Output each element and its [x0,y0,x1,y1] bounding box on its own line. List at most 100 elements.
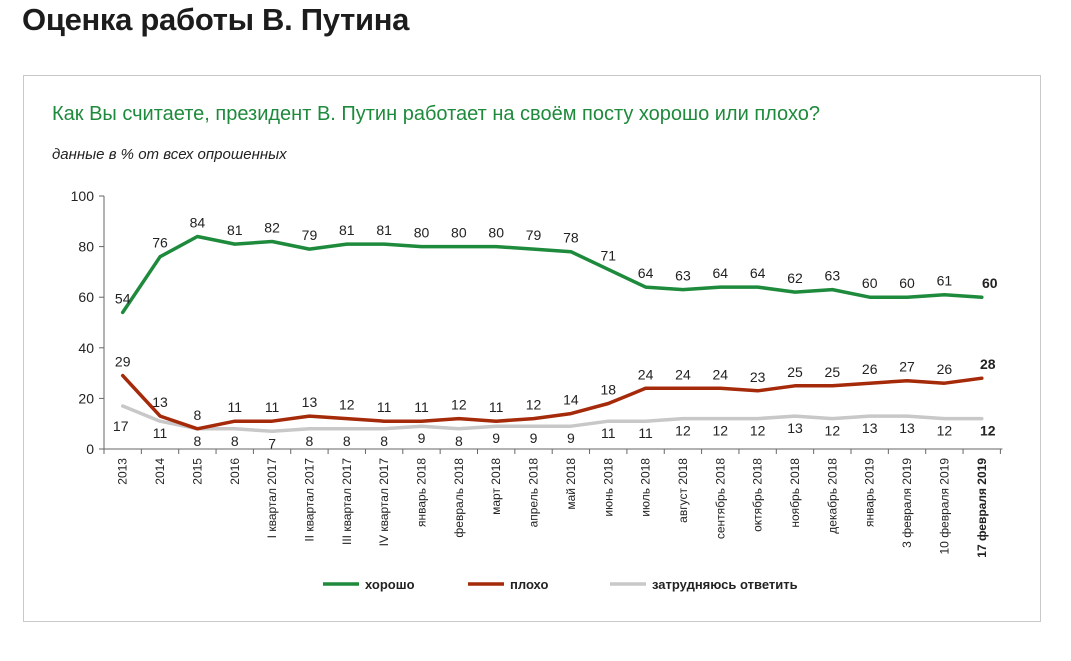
data-label-unsure: 8 [306,433,314,449]
data-label-good: 71 [600,247,616,263]
data-label-unsure: 17 [113,418,129,434]
y-tick-label: 100 [71,188,95,204]
page-title: Оценка работы В. Путина [22,2,410,37]
data-label-bad: 24 [638,366,654,382]
data-label-good: 84 [190,214,206,230]
data-label-unsure: 7 [268,435,276,451]
data-label-good: 60 [982,275,998,291]
data-label-bad: 24 [675,366,691,382]
data-label-good: 64 [713,265,729,281]
data-label-good: 79 [302,227,318,243]
data-label-bad: 24 [713,366,729,382]
data-label-good: 60 [899,275,915,291]
data-label-good: 81 [227,222,243,238]
data-label-bad: 26 [937,361,953,377]
data-label-good: 61 [937,273,953,289]
x-tick-label: ноябрь 2018 [788,458,802,528]
x-tick-label: июль 2018 [639,458,653,517]
x-tick-label: III квартал 2017 [340,458,354,545]
data-label-unsure: 11 [153,425,168,441]
y-tick-label: 20 [78,390,94,406]
x-tick-label: май 2018 [564,458,578,510]
x-tick-label: I квартал 2017 [265,458,279,539]
data-label-bad: 12 [526,397,542,413]
data-label-unsure: 11 [638,425,653,441]
data-label-bad: 25 [787,364,803,380]
data-label-good: 80 [451,225,467,241]
series-lines [120,234,984,434]
x-tick-label: II квартал 2017 [302,458,316,542]
data-labels: 5429177613118488811188211779138811288111… [113,214,998,451]
data-label-good: 79 [526,227,542,243]
data-label-unsure: 9 [530,430,538,446]
data-label-unsure: 13 [899,420,915,436]
data-label-bad: 27 [899,359,915,375]
data-label-bad: 11 [489,399,504,415]
data-label-good: 82 [264,220,280,236]
data-label-unsure: 12 [750,423,766,439]
x-tick-label: декабрь 2018 [825,458,839,534]
data-label-bad: 29 [115,354,131,370]
data-label-bad: 14 [563,392,579,408]
chart-axes: 0 20 40 60 80 100 [71,188,1003,457]
data-label-unsure: 12 [937,423,953,439]
chart-frame [23,75,1041,622]
x-tick-label: 2016 [228,458,242,485]
data-label-unsure: 12 [980,423,996,439]
data-label-unsure: 8 [455,433,463,449]
x-tick-labels: 2013 2014 2015 2016 I квартал 2017 II квартал… [116,458,989,558]
data-label-unsure: 8 [380,433,388,449]
data-label-bad: 11 [414,399,429,415]
x-tick-label: сентябрь 2018 [713,458,727,539]
data-label-good: 81 [376,222,392,238]
data-label-unsure: 12 [825,423,841,439]
data-label-bad: 11 [377,399,392,415]
data-label-good: 63 [675,268,691,284]
data-label-good: 62 [787,270,803,286]
legend-label-unsure: затрудняюсь ответить [652,577,798,592]
x-tick-label: март 2018 [489,458,503,515]
x-tick-label: 2014 [153,458,167,485]
series-line-unsure [120,404,984,434]
series-line-bad [120,373,984,431]
x-tick-label: август 2018 [676,458,690,523]
data-label-bad: 11 [227,399,242,415]
x-tick-label: январь 2019 [863,458,877,527]
data-label-unsure: 9 [492,430,500,446]
legend-label-bad: плохо [510,577,548,592]
x-tick-label: июнь 2018 [601,458,615,517]
data-label-good: 76 [152,235,168,251]
data-label-good: 80 [488,225,504,241]
data-label-bad: 8 [194,407,202,423]
data-label-bad: 25 [825,364,841,380]
x-tick-label: апрель 2018 [527,458,541,528]
data-label-unsure: 8 [231,433,239,449]
legend: хорошо плохо затрудняюсь ответить [323,577,798,592]
x-tick-label: январь 2018 [415,458,429,527]
data-label-good: 54 [115,290,131,306]
chart-title: Как Вы считаете, президент В. Путин рабо… [52,103,820,125]
data-label-bad: 28 [980,356,996,372]
data-label-unsure: 8 [343,433,351,449]
data-label-good: 64 [750,265,766,281]
legend-label-good: хорошо [365,577,415,592]
x-tick-label: февраль 2018 [452,458,466,538]
data-label-unsure: 9 [418,430,426,446]
x-tick-label: октябрь 2018 [751,458,765,532]
data-label-bad: 11 [265,399,280,415]
x-tick-label: IV квартал 2017 [377,458,391,547]
data-label-unsure: 13 [787,420,803,436]
data-label-unsure: 12 [713,423,729,439]
series-line-good [120,234,984,315]
x-tick-label: 17 февраля 2019 [975,458,989,558]
y-tick-label: 80 [78,239,94,255]
y-tick-label: 0 [86,441,94,457]
data-label-good: 80 [414,225,430,241]
y-tick-label: 60 [78,289,94,305]
data-label-unsure: 9 [567,430,575,446]
data-label-bad: 12 [339,397,355,413]
y-tick-label: 40 [78,340,94,356]
data-label-bad: 13 [302,394,318,410]
data-label-bad: 26 [862,361,878,377]
